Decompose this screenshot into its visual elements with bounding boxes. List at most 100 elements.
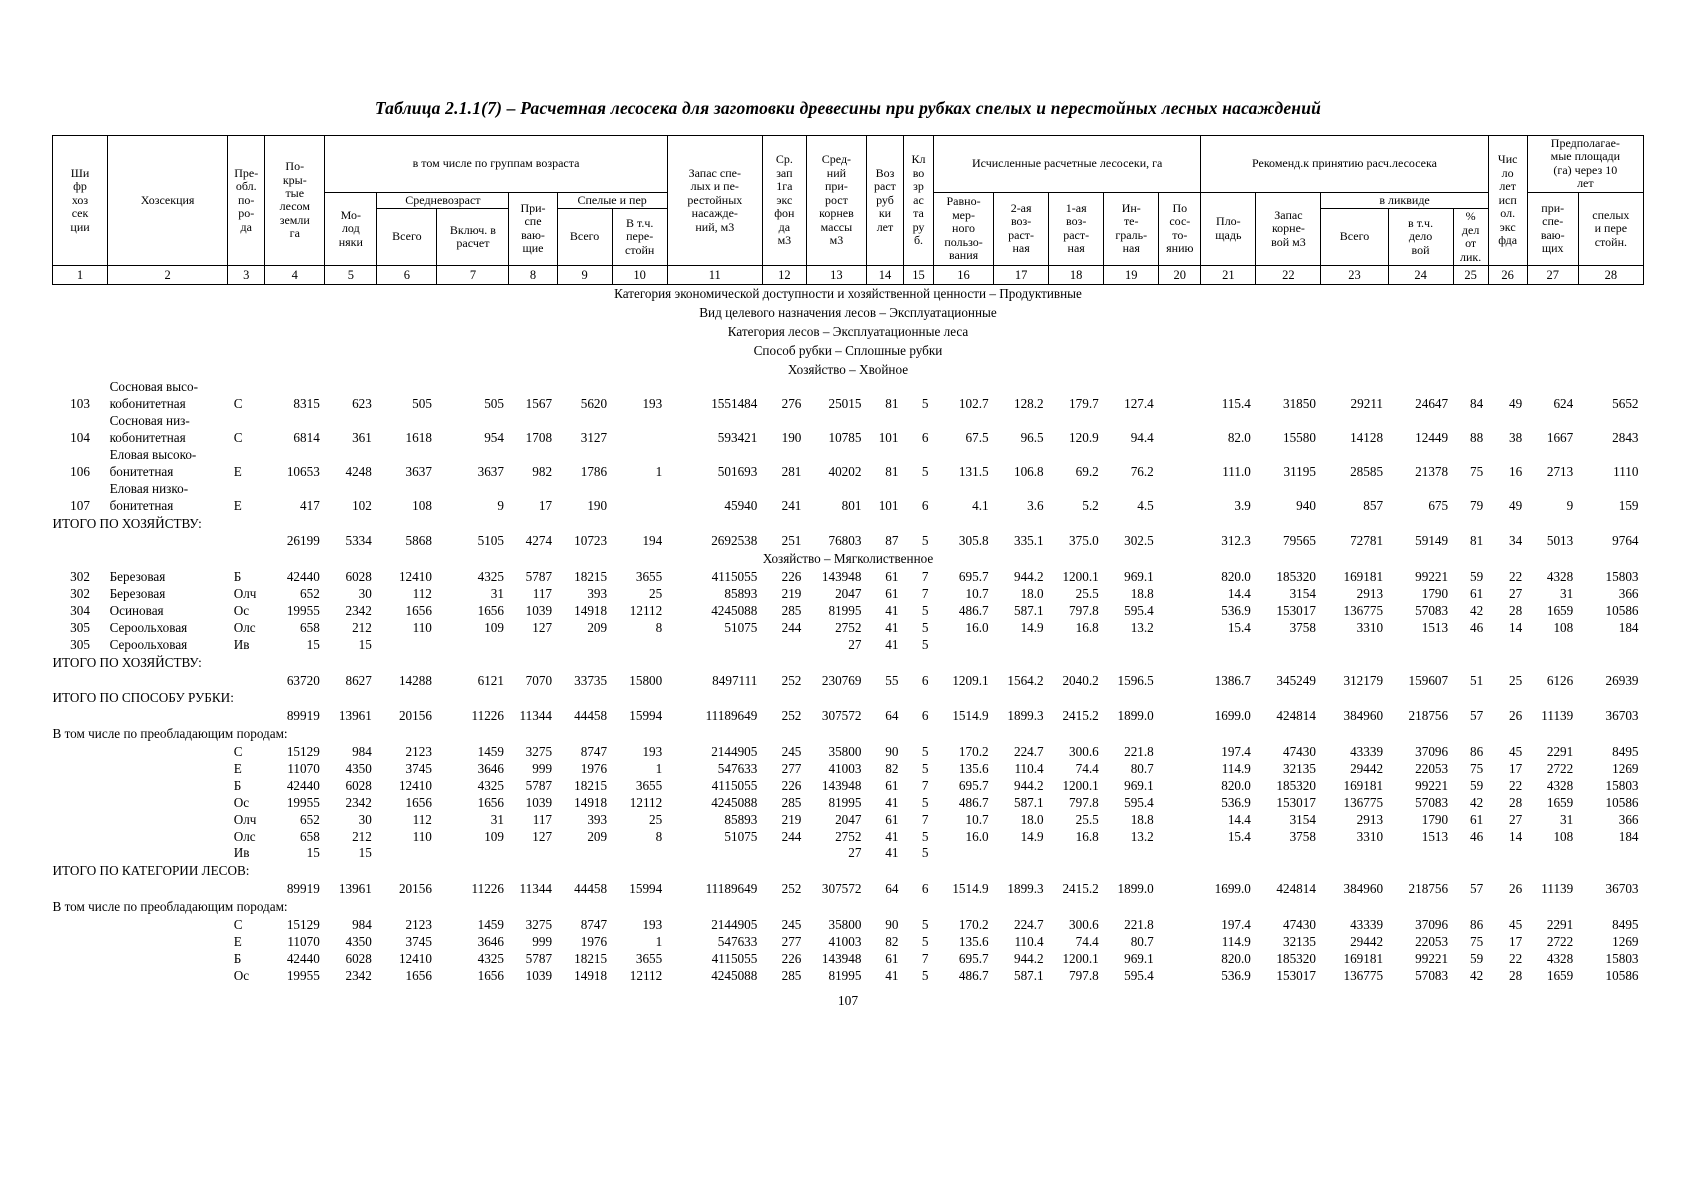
cell-value: 244 (781, 619, 802, 635)
cell-value: 51075 (724, 828, 758, 844)
cell-value: 984 (352, 744, 372, 760)
cell-value: 5 (921, 602, 929, 618)
cell-value: 1200.1 (1062, 777, 1099, 793)
cell-value: 252 (781, 881, 802, 897)
cell-value: 18215 (574, 950, 608, 966)
cell-value: 3655 (635, 950, 663, 966)
cell-value: 652 (300, 811, 320, 827)
cell-value: 1656 (477, 967, 504, 983)
cell-value: 2342 (345, 794, 372, 810)
cell-value: 20156 (398, 881, 432, 897)
cell-value: 49 (1509, 497, 1523, 513)
cell-value: 45 (1509, 744, 1523, 760)
cell-value: 1656 (405, 602, 432, 618)
table-row: Ос 19955 2342 1656 1656 1039 14918 12112 4245088… (53, 968, 1644, 985)
cell-value: 31 (1560, 586, 1574, 602)
cell-value: 5 (921, 828, 929, 844)
table-row: ИТОГО ПО КАТЕГОРИИ ЛЕСОВ: (53, 862, 1644, 881)
column-number: 2 (107, 264, 229, 285)
cell-value: 1708 (525, 430, 553, 446)
cell-value: 61 (1469, 586, 1484, 602)
cell-value: 335.1 (1013, 533, 1044, 549)
cell-value: 1790 (1421, 586, 1449, 602)
cell-value: 64 (885, 881, 899, 897)
cell-species: С (233, 430, 243, 446)
cell-name (108, 951, 228, 968)
cell-value: 820.0 (1221, 569, 1251, 585)
cell-value: 209 (587, 619, 608, 635)
cell-value: 252 (781, 708, 802, 724)
cell-value: 486.7 (958, 602, 989, 618)
cell-value: 14 (1509, 619, 1523, 635)
cell-value: 169181 (1343, 777, 1384, 793)
cell-value: 276 (781, 396, 802, 412)
cell-value: 505 (484, 396, 504, 412)
cell-value: 64 (885, 708, 899, 724)
cell-value: 4328 (1546, 569, 1574, 585)
table-row: В том числе по преобладающим породам: (53, 898, 1644, 917)
cell-value: 2342 (345, 602, 372, 618)
cell-value: 944.2 (1013, 777, 1044, 793)
column-number: 4 (264, 264, 326, 285)
cell-name (108, 845, 228, 862)
cell-value: 11226 (471, 881, 504, 897)
cell-value (437, 637, 509, 654)
cell-value (557, 845, 612, 862)
cell-name (108, 778, 228, 795)
cell-value: 14.4 (1227, 586, 1251, 602)
cell-value: 14918 (574, 602, 608, 618)
cell-value: 224.7 (1013, 917, 1044, 932)
cell-value: 361 (352, 430, 372, 446)
cell-value: 153017 (1276, 602, 1316, 618)
cell-value: 57083 (1415, 794, 1449, 810)
cell-species (228, 533, 265, 550)
cell-value: 74.4 (1075, 760, 1099, 776)
cell-value: 61 (885, 586, 899, 602)
cell-code: 103 (70, 396, 90, 412)
cell-value: 1659 (1546, 602, 1574, 618)
forest-allowable-cut-table: Ши фр хоз сек ции Хозсекция Пре- обл. по… (51, 135, 1645, 985)
cell-value: 1039 (525, 794, 553, 810)
cell-value: 3646 (477, 933, 504, 949)
cell-value: 12112 (629, 967, 663, 983)
cell-value: 5868 (405, 533, 432, 549)
cell-value: 501693 (717, 463, 758, 479)
total-label: ИТОГО ПО СПОСОБУ РУБКИ: (52, 690, 234, 706)
cell-value: 2913 (1356, 586, 1384, 602)
cell-value: 219 (781, 586, 802, 602)
cell-value: 14.9 (1020, 828, 1044, 844)
cell-value: 108 (1553, 828, 1574, 844)
col-header-liquid-total: Всего (1320, 208, 1389, 266)
cell-value: 15994 (629, 708, 663, 724)
cell-value: 5787 (525, 950, 553, 966)
cell-value (667, 845, 762, 862)
cell-value (509, 845, 557, 862)
cell-code (53, 829, 108, 846)
cell-value: 1899.0 (1117, 708, 1154, 724)
cell-value: 4350 (345, 933, 372, 949)
cell-code: 107 (70, 497, 90, 513)
column-number: 3 (227, 264, 266, 285)
cell-value: 2843 (1612, 430, 1639, 446)
table-row: С 15129 984 2123 1459 3275 8747 193 2144905 245 35… (53, 744, 1644, 761)
cell-value: 2692538 (711, 533, 758, 549)
cell-name: Березовая (109, 569, 166, 585)
cell-value: 42440 (286, 950, 320, 966)
cell-value: 2047 (835, 586, 862, 602)
cell-value: 185320 (1276, 777, 1316, 793)
cell-value: 41003 (828, 760, 862, 776)
cell-value: 159607 (1408, 672, 1449, 688)
cell-name (108, 708, 228, 725)
cell-value: 10586 (1605, 967, 1639, 983)
cell-value: 84 (1469, 396, 1484, 412)
cell-value: 3655 (635, 569, 663, 585)
cell-value: 197.4 (1221, 744, 1251, 760)
cell-value: 108 (1553, 619, 1574, 635)
table-row: ИТОГО ПО ХОЗЯЙСТВУ: (53, 515, 1644, 534)
cell-value: 55 (885, 672, 899, 688)
cell-value: 536.9 (1221, 794, 1251, 810)
cell-value: 5 (921, 396, 929, 412)
cell-value: 281 (781, 463, 802, 479)
cell-value: 11139 (1541, 881, 1574, 897)
